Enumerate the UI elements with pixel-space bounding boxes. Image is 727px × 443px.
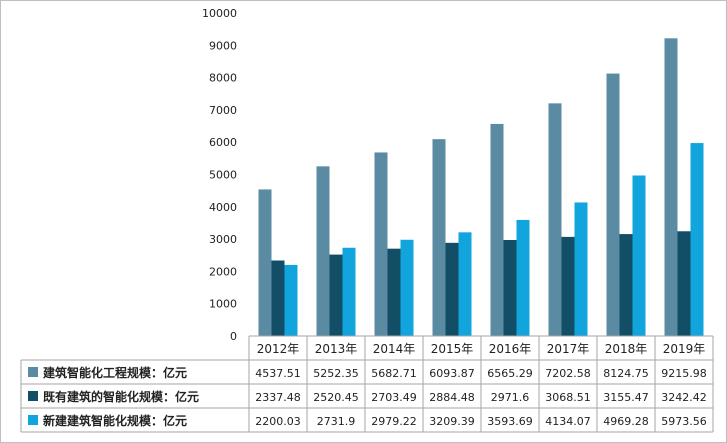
data-table: 2012年 2013年 2014年 2015年 2016年 2017年 2018年 2019年… (20, 335, 714, 433)
bar-series-1 (548, 103, 562, 337)
table-cell-value: 2703.49 (371, 391, 417, 404)
y-tick-label: 5000 (209, 169, 237, 182)
table-cell-value: 3155.47 (603, 391, 649, 404)
bar-series-1 (490, 123, 504, 336)
bar-series-3 (458, 232, 472, 336)
legend-label: 既有建筑的智能化规模：亿元 (43, 389, 199, 404)
bar-series-1 (664, 38, 678, 336)
bar-series-2 (387, 248, 401, 336)
bar-series-2 (271, 260, 285, 336)
bar-series-2 (561, 236, 575, 336)
x-category-label: 2016年 (489, 342, 532, 356)
bar-series-3 (400, 239, 414, 336)
legend-swatch (28, 367, 38, 377)
bar-series-3 (632, 175, 646, 336)
y-tick-label: 4000 (209, 201, 237, 214)
legend-swatch (28, 391, 38, 401)
bar-series-1 (432, 139, 446, 336)
x-category-label: 2015年 (431, 342, 474, 356)
legend-label: 建筑智能化工程规模：亿元 (42, 365, 187, 380)
table-cell-value: 7202.58 (545, 367, 591, 380)
table-cell-value: 3068.51 (545, 391, 591, 404)
y-tick-label: 6000 (209, 136, 237, 149)
x-category-label: 2013年 (315, 342, 358, 356)
bar-series-3 (690, 143, 704, 336)
table-cell-value: 2337.48 (255, 391, 301, 404)
y-tick-label: 1000 (209, 298, 237, 311)
y-tick-label: 2000 (209, 265, 237, 278)
bar-series-3 (574, 202, 588, 336)
table-cell-value: 2884.48 (429, 391, 475, 404)
table-cell-value: 5973.56 (661, 415, 707, 428)
table-cell-value: 5682.71 (371, 367, 417, 380)
bar-series-2 (445, 242, 459, 336)
bar-series-2 (329, 254, 343, 336)
table-cell-value: 3209.39 (429, 415, 475, 428)
bar-series-1 (374, 152, 388, 336)
y-tick-label: 3000 (209, 233, 237, 246)
y-tick-label: 10000 (202, 7, 237, 20)
bar-series-3 (342, 247, 356, 336)
table-cell-value: 9215.98 (661, 367, 707, 380)
y-tick-label: 9000 (209, 39, 237, 52)
table-cell-value: 2520.45 (313, 391, 359, 404)
bar-series-1 (606, 73, 620, 337)
legend-label: 新建建筑智能化规模：亿元 (43, 413, 187, 428)
y-tick-label: 8000 (209, 72, 237, 85)
table-cell-value: 2731.9 (317, 415, 356, 428)
table-cell-value: 6093.87 (429, 367, 475, 380)
bar-series-1 (316, 166, 330, 336)
table-cell-value: 4134.07 (545, 415, 591, 428)
y-tick-label: 7000 (209, 104, 237, 117)
bar-series-3 (284, 264, 298, 336)
bar-series-2 (619, 234, 633, 336)
bar-series-2 (677, 231, 691, 336)
bar-series-1 (258, 189, 272, 336)
table-cell-value: 2979.22 (371, 415, 417, 428)
x-category-label: 2019年 (663, 342, 706, 356)
table-cell-value: 2971.6 (491, 391, 530, 404)
table-cell-value: 8124.75 (603, 367, 649, 380)
x-category-label: 2018年 (605, 342, 648, 356)
table-cell-value: 5252.35 (313, 367, 359, 380)
table-cell-value: 6565.29 (487, 367, 533, 380)
table-cell-value: 4537.51 (255, 367, 301, 380)
x-category-label: 2014年 (373, 342, 416, 356)
bars-layer (258, 38, 704, 337)
x-category-label: 2017年 (547, 342, 590, 356)
x-category-label: 2012年 (257, 342, 300, 356)
table-cell-value: 3593.69 (487, 415, 533, 428)
legend-swatch (28, 415, 38, 425)
y-tick-label: 0 (230, 330, 237, 343)
table-cell-value: 3242.42 (661, 391, 707, 404)
table-cell-value: 4969.28 (603, 415, 649, 428)
table-cell-value: 2200.03 (255, 415, 301, 428)
bar-series-2 (503, 240, 517, 336)
bar-series-3 (516, 219, 530, 336)
